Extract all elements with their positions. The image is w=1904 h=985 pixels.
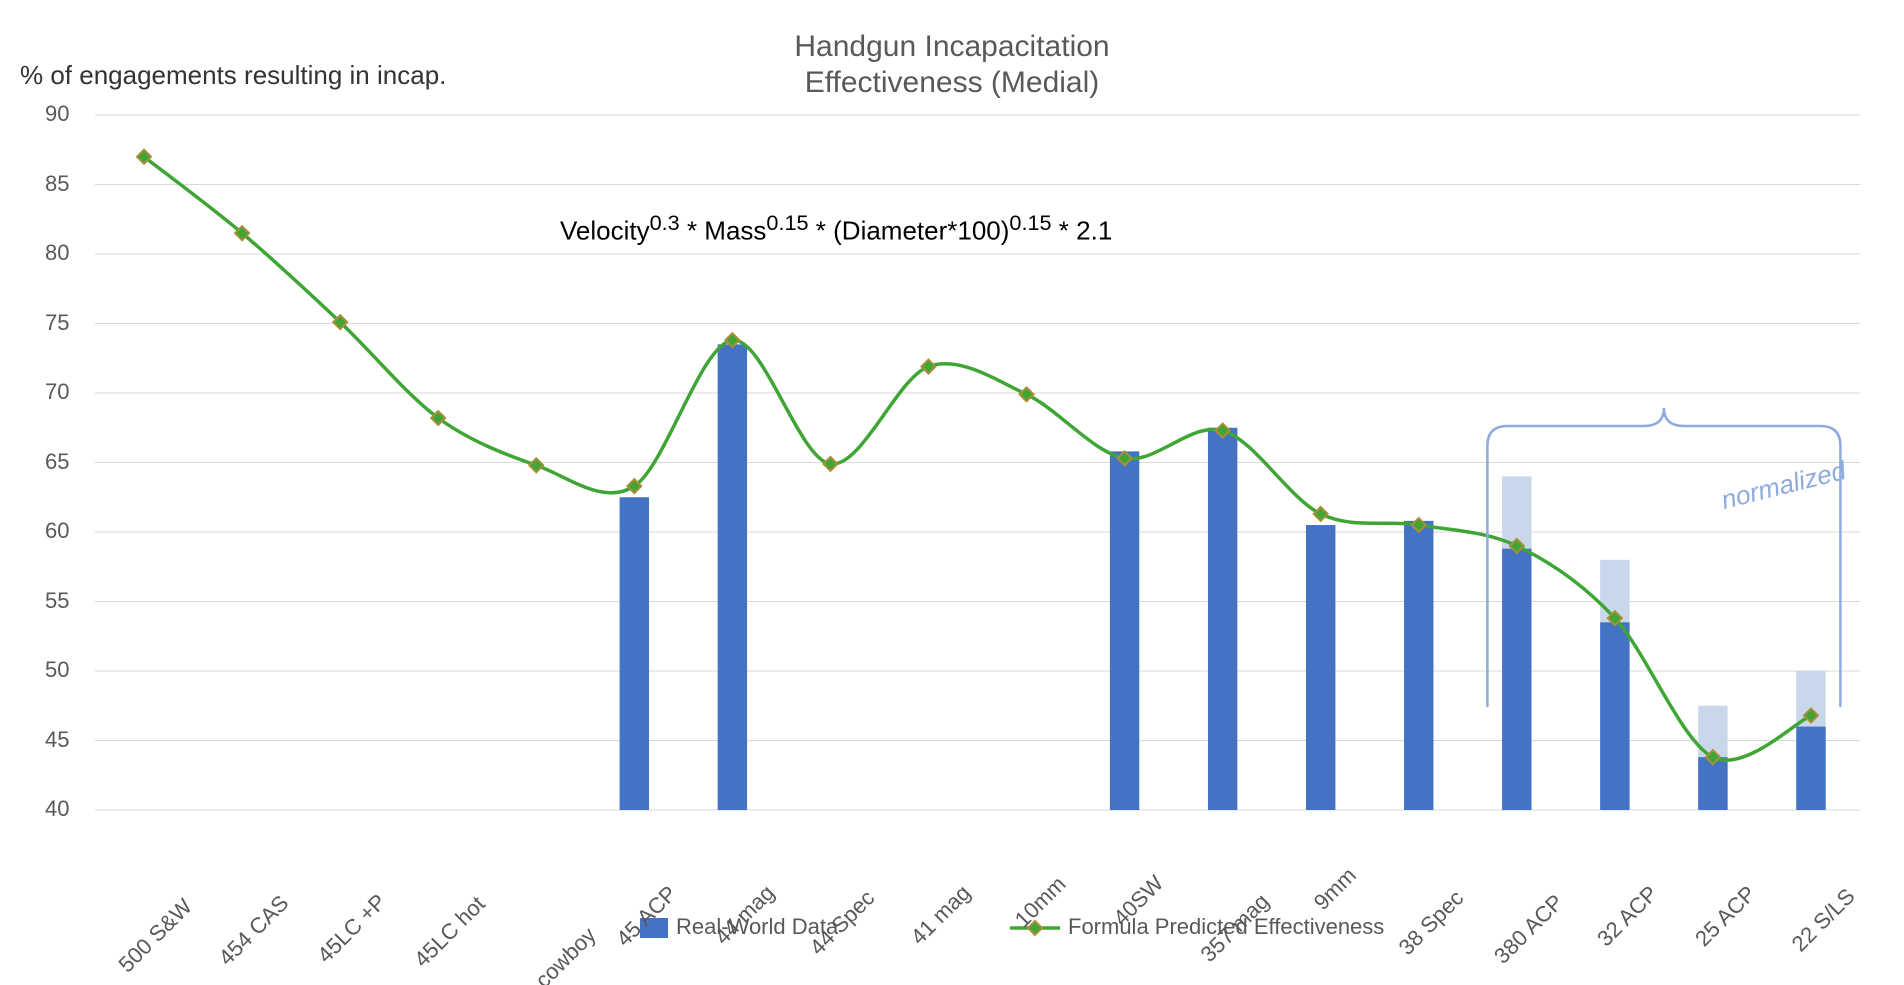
legend-label-real: Real-World Data xyxy=(676,914,838,940)
y-axis-label: % of engagements resulting in incap. xyxy=(20,60,446,91)
bar-real xyxy=(718,344,747,810)
ytick-label: 40 xyxy=(45,796,69,822)
formula-marker xyxy=(1020,387,1034,401)
ytick-label: 55 xyxy=(45,588,69,614)
incapacitation-chart: 4045505560657075808590500 S&W454 CAS45LC… xyxy=(0,0,1904,985)
formula-marker xyxy=(921,360,935,374)
ytick-label: 45 xyxy=(45,727,69,753)
ytick-label: 75 xyxy=(45,310,69,336)
formula-marker xyxy=(1314,507,1328,521)
bar-real xyxy=(1208,428,1237,810)
ytick-label: 90 xyxy=(45,101,69,127)
legend-label-formula: Formula Predicted Effectiveness xyxy=(1068,914,1384,940)
ytick-label: 50 xyxy=(45,657,69,683)
bar-real xyxy=(1600,622,1629,810)
formula-line xyxy=(144,157,1811,760)
bar-real xyxy=(1110,451,1139,810)
bar-real xyxy=(1502,549,1531,810)
chart-title-line1: Handgun Incapacitation xyxy=(0,30,1904,64)
ytick-label: 65 xyxy=(45,449,69,475)
ytick-label: 80 xyxy=(45,240,69,266)
formula-annotation: Velocity0.3 * Mass0.15 * (Diameter*100)0… xyxy=(560,210,1112,247)
formula-marker xyxy=(823,457,837,471)
bar-real xyxy=(1306,525,1335,810)
chart-svg xyxy=(0,0,1904,985)
formula-marker xyxy=(529,458,543,472)
ytick-label: 85 xyxy=(45,171,69,197)
bar-real xyxy=(1404,521,1433,810)
bar-real xyxy=(620,497,649,810)
ytick-label: 70 xyxy=(45,379,69,405)
bar-real xyxy=(1796,727,1825,810)
ytick-label: 60 xyxy=(45,518,69,544)
